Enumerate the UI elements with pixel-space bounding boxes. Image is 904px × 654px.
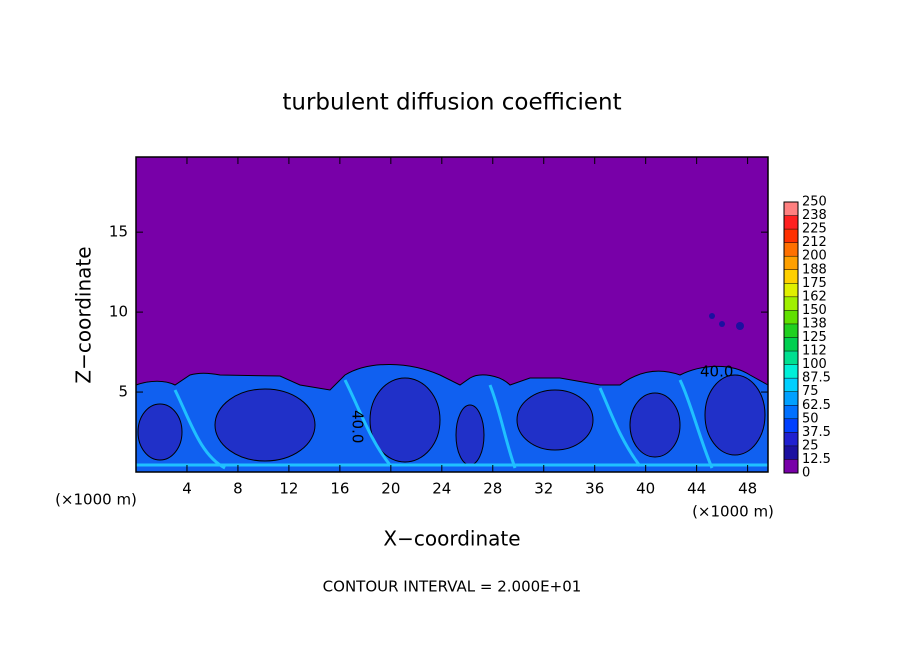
colorbar-label: 75	[802, 384, 819, 399]
colorbar-label: 112	[802, 344, 827, 359]
colorbar-band	[784, 256, 798, 270]
colorbar-label: 150	[802, 303, 827, 318]
colorbar-band	[784, 202, 798, 216]
x-tick-label: 28	[483, 480, 502, 498]
x-unit: (×1000 m)	[55, 491, 137, 509]
colorbar-band	[784, 432, 798, 446]
colorbar-label: 225	[802, 222, 827, 237]
small-eddies	[709, 313, 744, 330]
x-tick-label: 8	[233, 480, 243, 498]
colorbar-band	[784, 323, 798, 338]
y-tick-label: 10	[109, 303, 128, 321]
colorbar-label: 125	[802, 330, 827, 345]
contour-label: 40.0	[349, 410, 367, 443]
contour-label: 40.0	[700, 363, 733, 381]
colorbar-band	[784, 405, 798, 419]
colorbar-band	[784, 391, 798, 406]
colorbar-label: 200	[802, 249, 827, 264]
colorbar-label: 12.5	[802, 452, 831, 467]
x-tick-label: 24	[432, 480, 451, 498]
colorbar-label: 37.5	[802, 425, 831, 440]
colorbar-band	[784, 418, 798, 433]
colorbar-label: 62.5	[802, 398, 831, 413]
colorbar-band	[784, 351, 798, 365]
field-streaks	[136, 379, 768, 470]
x-tick-label: 48	[738, 480, 757, 498]
x-tick-label: 40	[636, 480, 655, 498]
x-tick-label: 32	[534, 480, 553, 498]
y-tick-label: 15	[109, 223, 128, 241]
x-tick-label: 16	[330, 480, 349, 498]
colorbar-label: 87.5	[802, 371, 831, 386]
colorbar-label: 138	[802, 316, 827, 331]
colorbar-label: 50	[802, 411, 819, 426]
colorbar-band	[784, 459, 798, 473]
x-tick-label: 44	[687, 480, 706, 498]
colorbar-band	[784, 269, 798, 284]
colorbar-label: 162	[802, 289, 827, 304]
x-tick-label: 4	[182, 480, 192, 498]
plot-frame	[135, 156, 769, 473]
colorbar-label: 212	[802, 235, 827, 250]
colorbar-band	[784, 378, 798, 392]
colorbar-label: 188	[802, 262, 827, 277]
x-unit: (×1000 m)	[692, 503, 774, 521]
colorbar-band	[784, 445, 798, 460]
colorbar-label: 250	[802, 195, 827, 210]
y-tick-label: 5	[118, 383, 128, 401]
colorbar-band	[784, 337, 798, 352]
colorbar-label: 175	[802, 276, 827, 291]
colorbar-band	[784, 310, 798, 324]
colorbar-label: 100	[802, 357, 827, 372]
colorbar-band	[784, 215, 798, 230]
chart-title: turbulent diffusion coefficient	[282, 90, 621, 116]
y-axis-title: Z−coordinate	[72, 246, 96, 383]
colorbar-label: 25	[802, 438, 819, 453]
field-cores	[137, 374, 766, 466]
x-axis-title: X−coordinate	[383, 527, 520, 551]
footnote: CONTOUR INTERVAL = 2.000E+01	[323, 578, 582, 596]
colorbar-band	[784, 242, 798, 257]
x-tick-label: 36	[585, 480, 604, 498]
colorbar-band	[784, 296, 798, 311]
contour-line	[135, 364, 769, 391]
field: 40.0 40.0	[135, 157, 769, 472]
x-tick-label: 12	[279, 480, 298, 498]
colorbar-label: 238	[802, 208, 827, 223]
x-tick-label: 20	[381, 480, 400, 498]
colorbar-band	[784, 364, 798, 379]
colorbar-band	[784, 229, 798, 243]
colorbar-label: 0	[802, 466, 810, 481]
colorbar-band	[784, 283, 798, 297]
